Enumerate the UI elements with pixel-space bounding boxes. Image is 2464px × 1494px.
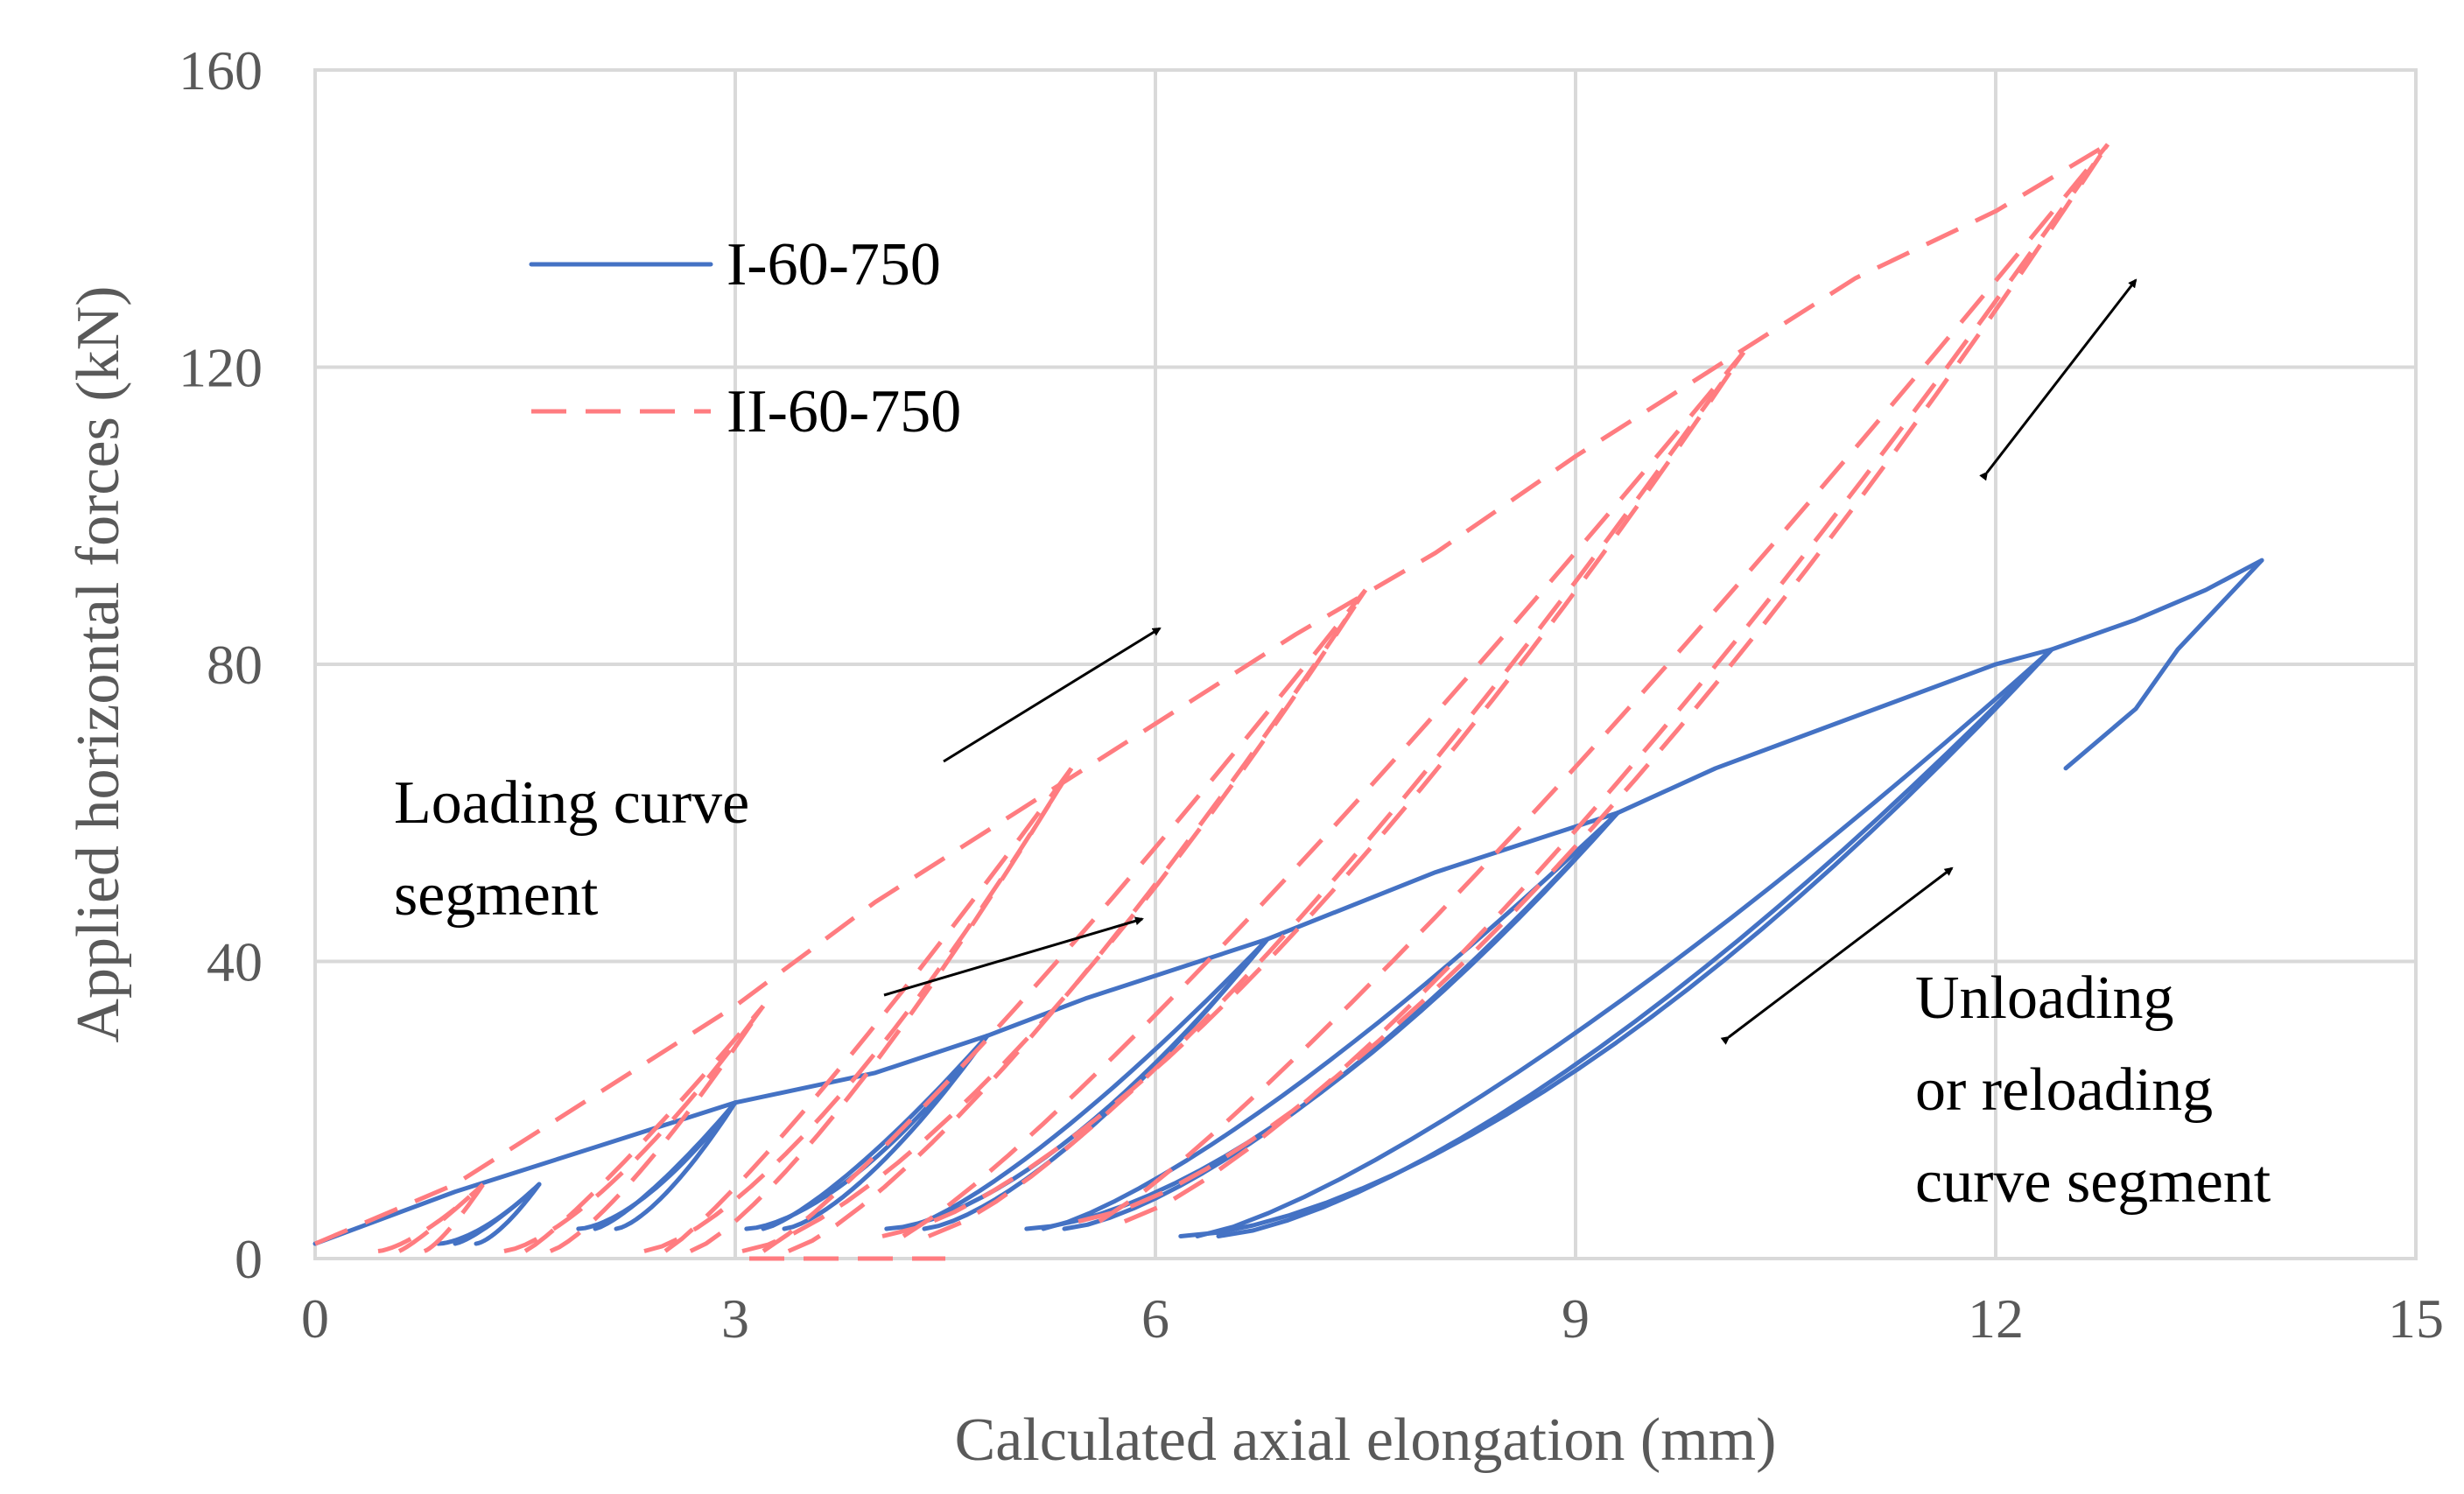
- series-layer: [312, 142, 2264, 1261]
- series-ii-loop-2-pass-0: [663, 767, 1074, 1253]
- tick-labels: 0 3 6 9 12 15 0 40 80 120 160: [179, 39, 2444, 1350]
- x-tick-label: 9: [1562, 1287, 1590, 1350]
- x-tick-label: 3: [721, 1287, 749, 1350]
- y-tick-label: 160: [179, 39, 263, 102]
- series-i-envelope: [312, 558, 2264, 1246]
- unloading-arrow-lower: [1720, 866, 1954, 1045]
- y-tick-label: 40: [207, 931, 263, 993]
- series-ii-loop-2-pass-2: [643, 767, 1074, 1253]
- x-tick-label: 12: [1968, 1287, 2024, 1350]
- series-i-loop-0-pass-1: [474, 1182, 542, 1246]
- loading-arrow-lower: [883, 916, 1144, 997]
- legend-label-i: I-60-750: [727, 231, 941, 298]
- series-ii-loop-3-pass-0: [762, 588, 1367, 1253]
- series-ii-loop-0-pass-1: [423, 1182, 486, 1253]
- series-i-loop-4-pass-0: [1041, 810, 1620, 1231]
- loading-arrow-upper: [943, 627, 1162, 763]
- annotation-unloading-line-3: curve segment: [1915, 1148, 2271, 1216]
- x-tick-label: 0: [301, 1287, 329, 1350]
- annotation-loading: Loading curve segment: [394, 627, 1162, 997]
- unloading-arrow-upper: [1979, 278, 2138, 481]
- series-ii-loop-5-pass-2: [1078, 143, 2110, 1224]
- legend: I-60-750 II-60-750: [529, 231, 961, 445]
- series-ii-loop-1-pass-2: [503, 1004, 766, 1253]
- y-tick-label: 80: [207, 634, 263, 696]
- y-axis-title: Applied horizontal forces (kN): [65, 286, 132, 1043]
- series-ii-loop-0-pass-0: [397, 1182, 485, 1253]
- series-i-loop-5-pass-2: [1178, 647, 2054, 1238]
- series-ii-loop-0-pass-2: [377, 1182, 485, 1253]
- y-tick-label: 0: [235, 1228, 263, 1290]
- series-ii-loop-5-pass-0: [1098, 143, 2109, 1224]
- series-ii-loop-4-pass-1: [927, 351, 1746, 1238]
- series-i-loop-1-pass-1: [614, 1100, 738, 1231]
- x-tick-label: 6: [1141, 1287, 1169, 1350]
- series-i-post-peak: [2063, 558, 2264, 771]
- series-i-loop-4-pass-2: [1024, 810, 1620, 1231]
- series-ii-loop-4-pass-0: [902, 350, 1745, 1238]
- annotation-unloading-line-2: or reloading: [1915, 1056, 2213, 1124]
- series-ii-loop-3-pass-2: [741, 588, 1368, 1253]
- annotation-unloading: Unloading or reloading curve segment: [1720, 278, 2271, 1216]
- series-i-loop-0-pass-2: [436, 1182, 542, 1246]
- x-tick-label: 15: [2388, 1287, 2444, 1350]
- series-ii-loop-2-pass-1: [689, 767, 1074, 1253]
- series-ii-loop-1-pass-0: [523, 1004, 765, 1253]
- series-i-loop-1-pass-2: [576, 1100, 738, 1231]
- y-tick-label: 120: [179, 337, 263, 399]
- plot-area: [313, 68, 2418, 1260]
- series-i-loop-3-pass-0: [901, 936, 1270, 1231]
- series-ii: [314, 142, 2110, 1261]
- series-ii-loop-4-pass-2: [881, 351, 1746, 1238]
- x-axis-title: Calculated axial elongation (mm): [955, 1406, 1777, 1474]
- legend-label-ii: II-60-750: [727, 378, 961, 445]
- annotation-loading-line-2: segment: [394, 861, 599, 929]
- series-ii-loop-5-pass-1: [1123, 143, 2110, 1224]
- annotation-loading-line-1: Loading curve: [394, 769, 749, 837]
- series-i-loop-5-pass-0: [1195, 647, 2054, 1238]
- annotation-unloading-line-1: Unloading: [1915, 964, 2174, 1032]
- series-ii-envelope: [314, 142, 2109, 1246]
